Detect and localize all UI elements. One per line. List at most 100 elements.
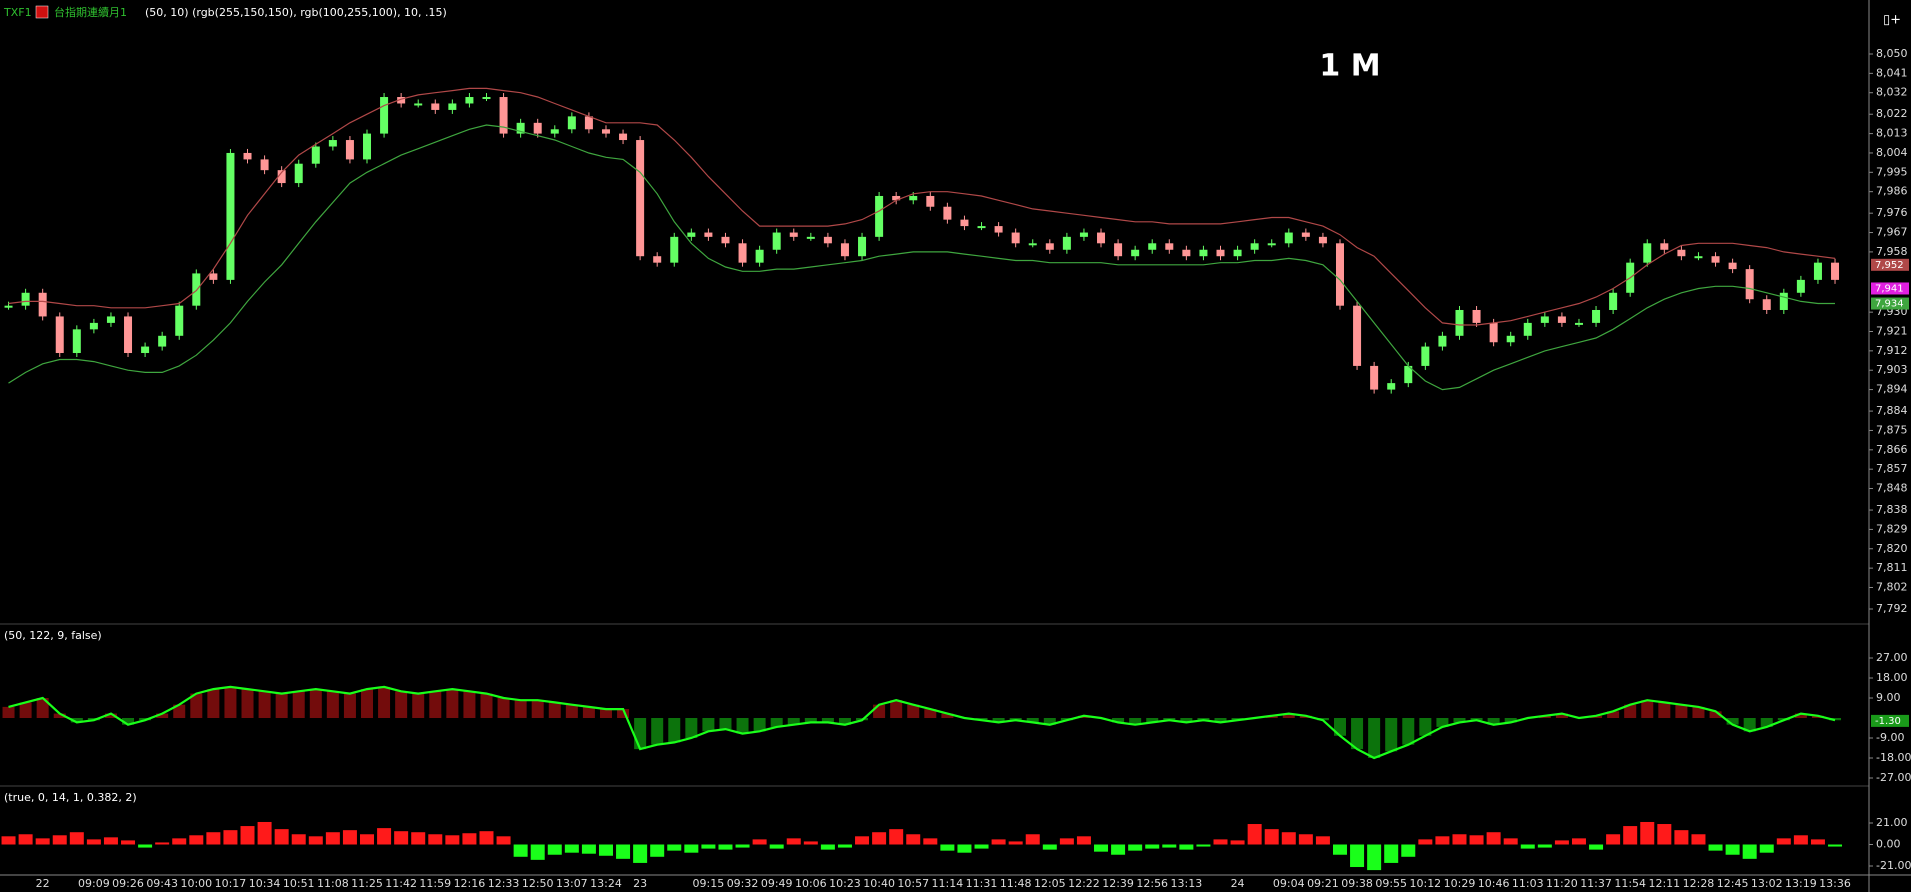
histogram-bar	[1315, 836, 1330, 845]
candle	[21, 292, 30, 306]
candle	[1114, 243, 1123, 257]
histogram-bar	[837, 844, 852, 848]
histogram-bar	[1486, 832, 1501, 845]
x-tick-label: 10:29	[1444, 877, 1476, 890]
oscillator-bar	[531, 700, 544, 718]
histogram-bar	[1076, 836, 1091, 845]
histogram-bar	[1828, 844, 1843, 847]
x-tick-label: 13:02	[1751, 877, 1783, 890]
candle	[1523, 322, 1532, 336]
y-tick-label: 8,050	[1876, 47, 1908, 60]
candle	[772, 232, 781, 250]
oscillator-bar	[548, 702, 561, 718]
histogram-bar	[1623, 826, 1638, 845]
candle	[158, 335, 167, 347]
candle	[1762, 299, 1771, 310]
x-tick-label: 09:38	[1341, 877, 1373, 890]
oscillator-bar	[1658, 702, 1671, 718]
histogram-bar	[940, 844, 955, 851]
oscillator-bar	[224, 686, 237, 718]
oscillator-bar	[309, 689, 322, 718]
histogram-bar	[69, 832, 84, 845]
histogram-bar	[1196, 844, 1211, 847]
y-tick-label: 18.00	[1876, 671, 1908, 684]
histogram-params: (true, 0, 14, 1, 0.382, 2)	[4, 791, 137, 804]
candle	[448, 103, 457, 110]
candle	[1370, 365, 1379, 390]
histogram-bar	[633, 844, 648, 863]
y-tick-label: -18.00	[1876, 751, 1911, 764]
histogram-bar	[1793, 835, 1808, 845]
candle	[1831, 262, 1840, 280]
histogram-bar	[1469, 835, 1484, 845]
y-tick-label: 7,894	[1876, 383, 1908, 396]
histogram-bar	[1554, 840, 1569, 845]
oscillator-bar	[1743, 718, 1756, 732]
candle	[721, 236, 730, 244]
histogram-bar	[991, 839, 1006, 845]
x-tick-label: 11:59	[419, 877, 451, 890]
oscillator-bar	[53, 713, 66, 718]
y-tick-label: 7,967	[1876, 226, 1908, 239]
y-tick-label: 7,802	[1876, 580, 1908, 593]
histogram-bar	[752, 839, 767, 845]
oscillator-bar	[429, 691, 442, 718]
candle	[1011, 232, 1020, 244]
candle	[72, 329, 81, 354]
candle	[1609, 292, 1618, 310]
candle	[1557, 316, 1566, 323]
candle	[1592, 309, 1601, 323]
oscillator-bar	[1453, 718, 1466, 723]
candle	[192, 273, 201, 306]
oscillator-bar	[924, 709, 937, 718]
oscillator-bar	[617, 709, 630, 718]
candle	[738, 243, 747, 263]
candle	[226, 152, 235, 280]
histogram-bar	[138, 844, 153, 848]
oscillator-bar	[1026, 718, 1039, 723]
price-tag	[1871, 714, 1909, 727]
histogram-bar	[1094, 844, 1109, 852]
histogram-bar	[906, 834, 921, 845]
oscillator-bar	[1624, 704, 1637, 718]
histogram-bar	[189, 835, 204, 845]
histogram-bar	[360, 834, 375, 845]
histogram-bar	[1674, 830, 1689, 845]
panel-menu-icon[interactable]: ▯+	[1883, 13, 1901, 28]
candle	[977, 226, 986, 229]
candle	[277, 170, 286, 184]
oscillator-bar	[838, 718, 851, 725]
histogram-bar	[1247, 824, 1262, 845]
histogram-bar	[240, 826, 255, 845]
histogram-bar	[1810, 839, 1825, 845]
x-tick-label: 11:54	[1614, 877, 1646, 890]
candle	[482, 97, 491, 100]
histogram-bar	[701, 844, 716, 849]
candle	[124, 316, 133, 354]
histogram-bar	[172, 838, 187, 845]
x-tick-label: 12:45	[1717, 877, 1749, 890]
x-tick-label: 11:20	[1546, 877, 1578, 890]
oscillator-bar	[787, 718, 800, 725]
candle	[1233, 249, 1242, 257]
oscillator-bar	[651, 718, 664, 745]
histogram-bar	[1657, 824, 1672, 845]
candle	[414, 103, 423, 106]
histogram-bar	[1008, 841, 1023, 845]
x-tick-label: 11:42	[385, 877, 417, 890]
x-tick-label: 13:19	[1785, 877, 1817, 890]
y-tick-label: 8,004	[1876, 146, 1908, 159]
candle	[943, 206, 952, 220]
x-tick-label: 10:46	[1478, 877, 1510, 890]
candle	[328, 140, 337, 147]
oscillator-bar	[1726, 718, 1739, 725]
y-tick-label: 7,912	[1876, 344, 1908, 357]
y-tick-label: 7,986	[1876, 185, 1908, 198]
x-tick-label: 09:04	[1273, 877, 1305, 890]
oscillator-line	[8, 685, 1836, 760]
x-tick-label: 09:32	[727, 877, 759, 890]
x-tick-label: 13:13	[1171, 877, 1203, 890]
oscillator-bar	[1487, 718, 1500, 725]
x-tick-label: 12:33	[488, 877, 520, 890]
candle	[1335, 243, 1344, 306]
